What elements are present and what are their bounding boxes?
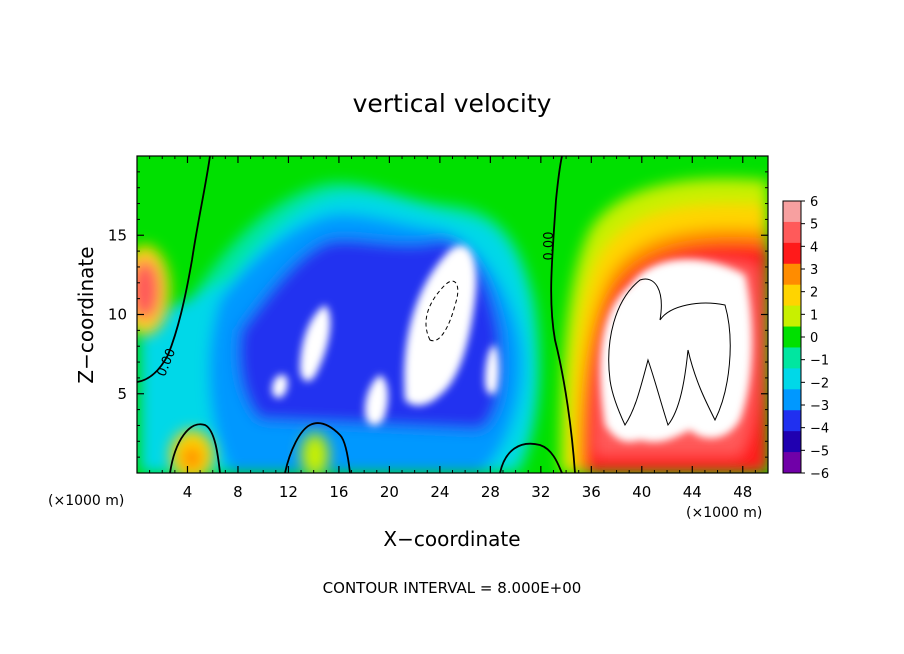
colorbar-swatch: [783, 347, 801, 369]
colorbar-label: −5: [810, 444, 829, 459]
x-tick-label: 40: [632, 483, 651, 501]
x-tick-label: 12: [279, 483, 298, 501]
x-tick-label: 32: [531, 483, 550, 501]
colorbar-label: 0: [810, 331, 818, 346]
colorbar-label: 5: [810, 218, 818, 233]
colorbar-swatch: [783, 431, 801, 453]
colorbar-label: 4: [810, 240, 818, 255]
colorbar-label: 1: [810, 308, 818, 323]
colorbar-swatch: [783, 452, 801, 474]
y-tick-label: 10: [108, 306, 127, 324]
x-tick-label: 24: [430, 483, 449, 501]
colorbar-swatch: [783, 368, 801, 390]
colorbar: 6 5 4 3 2 1 0 −1 −2 −3 −4 −5 −6: [782, 195, 829, 482]
x-unit-right: (×1000 m): [686, 505, 762, 521]
colorbar-swatch: [783, 221, 801, 244]
x-tick-label: 16: [329, 483, 348, 501]
x-tick-label: 4: [183, 483, 193, 501]
colorbar-label: −4: [810, 422, 829, 437]
y-axis: 5 10 15: [108, 171, 768, 458]
colorbar-swatch: [783, 263, 801, 286]
y-tick-label: 5: [117, 385, 127, 403]
colorbar-label: 2: [810, 286, 818, 301]
chart-title: vertical velocity: [353, 89, 552, 118]
colorbar-label: −2: [810, 376, 829, 391]
x-axis-label: X−coordinate: [383, 527, 520, 551]
zero-contour-middle: [499, 156, 576, 473]
colorbar-swatch: [783, 326, 801, 348]
zero-contour-bottom-left: [169, 422, 351, 473]
x-tick-label: 8: [233, 483, 243, 501]
x-tick-label: 44: [683, 483, 702, 501]
colorbar-label: 3: [810, 263, 818, 278]
colorbar-swatch: [783, 284, 801, 307]
x-tick-label: 48: [733, 483, 752, 501]
dashed-contour: [425, 280, 459, 342]
colorbar-swatch: [783, 242, 801, 265]
y-axis-label: Z−coordinate: [74, 246, 98, 383]
y-tick-label: 15: [108, 226, 127, 244]
colorbar-swatch: [783, 389, 801, 411]
colorbar-label: −3: [810, 399, 829, 414]
contour-label-middle: 0.00: [542, 232, 557, 261]
zero-contour-left: [137, 156, 211, 383]
colorbar-swatch: [783, 305, 801, 328]
x-tick-label: 28: [481, 483, 500, 501]
colorbar-swatch: [783, 201, 801, 223]
x-tick-label: 20: [380, 483, 399, 501]
colorbar-label: −1: [810, 354, 829, 369]
colorbar-label: −6: [810, 467, 829, 482]
x-axis: 4 8 12 16 20 24 28 32 36 40 44 48: [149, 156, 756, 501]
contour-interval-note: CONTOUR INTERVAL = 8.000E+00: [323, 579, 582, 597]
x-tick-label: 36: [582, 483, 601, 501]
plot-area: [137, 156, 768, 473]
colorbar-swatch: [783, 410, 801, 432]
colorbar-label: 6: [810, 195, 818, 210]
inner-contour-right: [608, 278, 731, 427]
x-unit-left: (×1000 m): [48, 493, 124, 509]
